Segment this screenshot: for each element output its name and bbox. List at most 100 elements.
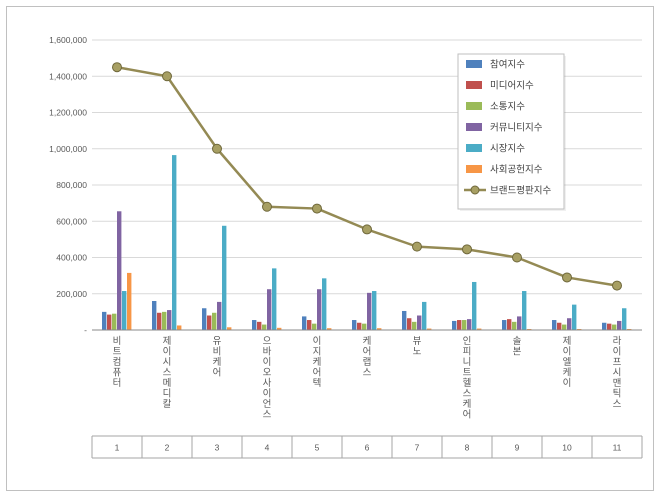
bar-미디어지수	[157, 312, 162, 330]
bar-참여지수	[252, 320, 257, 330]
bar-참여지수	[402, 310, 407, 330]
bar-소통지수	[112, 313, 117, 330]
bar-시장지수	[622, 308, 627, 330]
legend-swatch	[466, 60, 482, 68]
bar-소통지수	[512, 321, 517, 330]
bar-참여지수	[452, 320, 457, 330]
bar-미디어지수	[257, 321, 262, 330]
bar-커뮤니티지수	[617, 320, 622, 330]
line-marker	[112, 62, 122, 73]
category-number: 11	[613, 443, 622, 453]
bar-커뮤니티지수	[117, 211, 122, 330]
bar-소통지수	[612, 324, 617, 330]
y-tick-label: 600,000	[56, 216, 87, 226]
bar-시장지수	[472, 281, 477, 330]
bar-커뮤니티지수	[467, 319, 472, 330]
bar-참여지수	[302, 316, 307, 330]
bar-사회공헌지수	[277, 327, 282, 330]
bar-커뮤니티지수	[517, 316, 522, 330]
bar-미디어지수	[457, 320, 462, 330]
bar-미디어지수	[607, 323, 612, 330]
bar-사회공헌지수	[127, 272, 132, 330]
line-marker	[562, 272, 572, 283]
legend-line-marker	[470, 185, 480, 195]
legend-swatch	[466, 102, 482, 110]
bar-참여지수	[102, 311, 107, 330]
legend-label: 참여지수	[490, 59, 525, 71]
bar-참여지수	[502, 320, 507, 330]
line-marker	[212, 143, 222, 154]
bar-소통지수	[362, 323, 367, 330]
bar-소통지수	[462, 320, 467, 330]
bar-사회공헌지수	[377, 328, 382, 330]
category-number: 3	[215, 443, 220, 453]
bar-미디어지수	[357, 322, 362, 330]
legend-swatch	[466, 81, 482, 89]
category-number: 5	[315, 443, 320, 453]
y-tick-label: 800,000	[56, 180, 87, 190]
line-marker	[462, 244, 472, 255]
line-marker	[162, 71, 172, 82]
bar-사회공헌지수	[177, 325, 182, 330]
bar-커뮤니티지수	[267, 289, 272, 330]
bar-소통지수	[262, 324, 267, 330]
legend-box	[457, 53, 565, 210]
y-tick-label: 1,400,000	[49, 71, 87, 81]
y-tick-label: -	[84, 325, 87, 335]
bar-시장지수	[172, 155, 177, 330]
bar-미디어지수	[407, 318, 412, 330]
bar-미디어지수	[107, 314, 112, 330]
category-number: 4	[265, 443, 270, 453]
bar-커뮤니티지수	[367, 292, 372, 330]
bar-소통지수	[212, 312, 217, 330]
bar-커뮤니티지수	[317, 289, 322, 330]
bar-참여지수	[352, 320, 357, 330]
bar-사회공헌지수	[427, 328, 432, 330]
y-tick-label: 400,000	[56, 253, 87, 263]
line-marker	[362, 224, 372, 235]
category-number: 6	[365, 443, 370, 453]
bar-시장지수	[272, 268, 277, 330]
legend-label: 브랜드평판지수	[490, 186, 551, 197]
category-number: 2	[165, 443, 170, 453]
y-tick-label: 1,600,000	[49, 35, 87, 45]
bar-시장지수	[372, 291, 377, 330]
legend-swatch	[466, 123, 482, 131]
bar-커뮤니티지수	[417, 315, 422, 330]
legend-label: 소통지수	[490, 102, 525, 113]
bar-사회공헌지수	[477, 328, 482, 330]
bar-미디어지수	[307, 320, 312, 330]
bar-시장지수	[572, 304, 577, 330]
bar-참여지수	[602, 322, 607, 330]
category-number: 1	[115, 443, 120, 453]
legend-swatch	[466, 165, 482, 173]
line-marker	[512, 252, 522, 263]
bar-미디어지수	[557, 322, 562, 330]
bar-미디어지수	[507, 319, 512, 330]
bar-참여지수	[152, 301, 157, 330]
legend-swatch	[466, 144, 482, 152]
legend-label: 시장지수	[490, 144, 525, 155]
bar-시장지수	[122, 291, 127, 330]
line-marker	[262, 201, 272, 212]
bar-소통지수	[412, 321, 417, 330]
bar-소통지수	[562, 324, 567, 330]
bar-참여지수	[202, 308, 207, 330]
bar-커뮤니티지수	[217, 301, 222, 330]
bar-커뮤니티지수	[567, 318, 572, 330]
bar-소통지수	[312, 323, 317, 330]
line-marker	[612, 280, 622, 291]
y-tick-label: 1,000,000	[49, 144, 87, 154]
line-marker	[312, 203, 322, 214]
category-number: 7	[415, 443, 420, 453]
legend-label: 미디어지수	[490, 81, 534, 92]
